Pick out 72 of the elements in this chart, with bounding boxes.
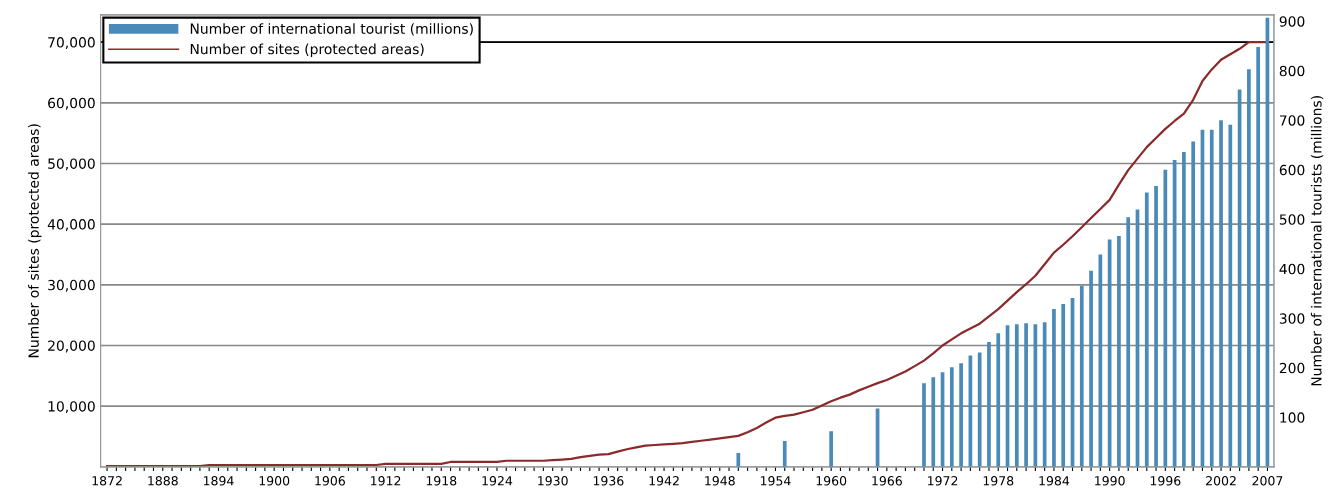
bar [829,431,834,467]
bar [736,452,741,467]
y2-tick-label: 700 [1279,115,1305,126]
bar [1079,285,1084,467]
y2-tick-label: 600 [1279,164,1305,176]
x-tick-label: 1912 [371,476,401,486]
bar [782,441,787,467]
bar [1247,69,1251,467]
bar [1117,236,1121,467]
bar [1209,129,1214,467]
bar [922,383,926,467]
y2-tick-label: 100 [1280,412,1305,423]
legend-label: Number of international tourist (millions) [190,23,473,36]
x-tick-label: 1942 [649,476,679,486]
y2-tick-label: 800 [1279,65,1305,77]
x-tick-label: 1930 [538,476,568,486]
x-tick-label: 1906 [315,476,345,486]
x-tick-label: 1954 [760,476,791,486]
x-tick-label: 1966 [872,476,902,486]
bar [949,367,954,467]
x-tick-label: 1960 [816,476,847,486]
y-tick-label: 30,000 [48,279,95,292]
bar [1144,192,1149,467]
x-tick-label: 1990 [1095,476,1125,486]
y-tick-label: 10,000 [48,401,95,414]
y-tick-label: 50,000 [48,158,95,171]
line-series [105,41,1269,467]
legend-label: Number of sites (protected areas) [190,43,424,57]
bar [1014,324,1019,467]
bar [1163,169,1168,467]
y2-tick-label: 500 [1279,214,1305,225]
y-tick-label: 20,000 [48,340,95,353]
x-tick-label: 1948 [705,476,735,486]
x-tick-label: 1972 [928,476,958,486]
bar [959,363,963,467]
bar [1061,303,1066,467]
bar [1042,322,1047,467]
y2-axis-title: Number of international tourists (millions) [1310,96,1324,386]
bar [1219,120,1223,467]
bar [1154,186,1158,467]
x-tick-label: 1888 [148,476,178,486]
y-tick-label: 60,000 [48,97,95,110]
x-tick-label: 1900 [259,476,290,486]
bar [1228,124,1233,467]
y2-tick-label: 300 [1279,313,1305,324]
bar [931,377,936,467]
x-tick-label: 2007 [1252,476,1283,486]
bar [1052,308,1056,467]
y2-tick-label: 400 [1279,263,1305,275]
y-tick-label: 40,000 [47,219,95,232]
bar [987,342,991,467]
x-tick-label: 2002 [1206,476,1236,486]
y2-tick-label: 900 [1279,16,1305,27]
bar [1191,141,1196,467]
bar [1089,270,1093,467]
x-tick-label: 1984 [1039,476,1070,486]
bar [1256,47,1261,467]
bar [996,333,1001,467]
x-tick-label: 1894 [203,476,234,486]
y2-tick-label: 200 [1279,362,1305,374]
x-tick-label: 1918 [426,476,457,486]
x-tick-label: 1924 [482,476,513,486]
bar [1182,151,1186,467]
x-tick-label: 1978 [983,476,1014,486]
bar [1126,217,1131,467]
x-tick-label: 1996 [1150,476,1181,486]
y-axis-title: Number of sites (protected areas) [28,124,42,358]
bar [977,352,982,467]
bar [1024,323,1028,467]
x-tick-label: 1936 [593,476,624,486]
y-tick-label: 70,000 [48,37,95,50]
x-tick-label: 1872 [92,476,122,486]
